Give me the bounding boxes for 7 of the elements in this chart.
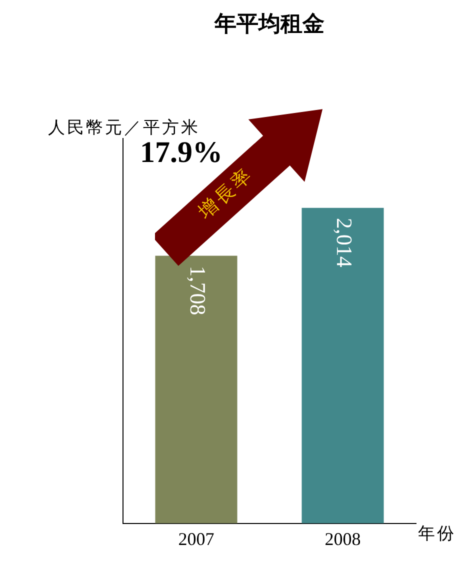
x-tick-label: 2008 — [324, 528, 361, 549]
data-label: 1,708 — [185, 266, 210, 316]
chart-title: 年平均租金 — [214, 10, 324, 36]
y-axis-title: 人民幣元／平方米 — [48, 117, 200, 139]
x-tick-label: 2007 — [178, 528, 214, 549]
x-axis-title: 年份 — [418, 523, 456, 545]
data-label: 2,014 — [332, 218, 357, 268]
